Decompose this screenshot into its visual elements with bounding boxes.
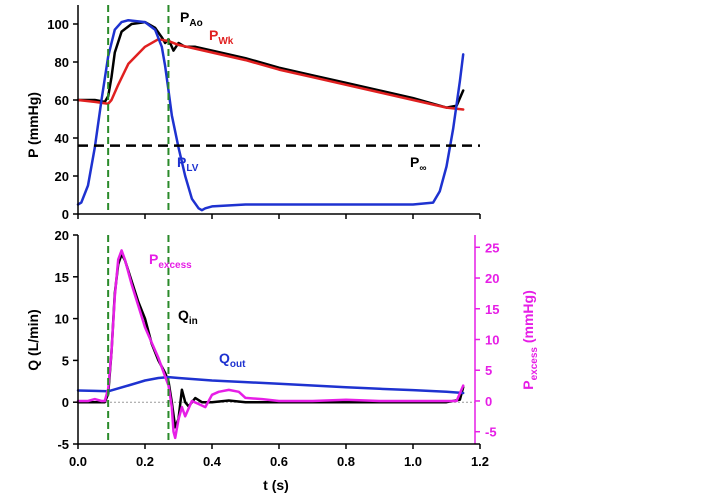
flow-ytick-label: 5 xyxy=(62,353,69,368)
flow-y2tick-label: 5 xyxy=(485,363,492,378)
label-q-out: Qout xyxy=(219,350,246,370)
flow-xtick-label: 1.2 xyxy=(471,454,489,469)
pexcess-y-label: Pexcess (mmHg) xyxy=(520,290,540,390)
pressure-series-p-lv xyxy=(76,18,465,212)
pressure-y-label: P (mmHg) xyxy=(25,92,41,158)
pressure-x-ticks xyxy=(77,214,481,219)
flow-y2tick-label: 0 xyxy=(485,394,492,409)
label-q-in: Qin xyxy=(178,307,198,327)
label-p-ao: PAo xyxy=(180,9,203,29)
label-p-lv: PLV xyxy=(177,154,199,174)
flow-y2tick-label: 15 xyxy=(485,302,499,317)
pressure-series-p-ao xyxy=(76,20,465,109)
flow-xtick-label: 1.0 xyxy=(404,454,422,469)
flow-xtick-label: 0.6 xyxy=(270,454,288,469)
flow-y-label: Q (L/min) xyxy=(25,309,41,370)
flow-xtick-label: 0.8 xyxy=(337,454,355,469)
label-p-infinity: P∞ xyxy=(410,154,426,174)
flow-y2tick-label: 10 xyxy=(485,333,499,348)
flow-xtick-label: 0.0 xyxy=(69,454,87,469)
pressure-panel: 0 20 40 60 80 100 P (mmHg) PAo PWk PLV P∞ xyxy=(25,5,481,222)
pressure-ytick-label: 60 xyxy=(55,93,69,108)
flow-xtick-label: 0.2 xyxy=(136,454,154,469)
flow-y2tick-label: 20 xyxy=(485,271,499,286)
pressure-ytick-label: 20 xyxy=(55,169,69,184)
label-p-excess: Pexcess xyxy=(149,251,192,271)
pexcess-y-ticks: -5 0 5 10 15 20 25 xyxy=(475,240,499,440)
flow-ytick-label: 10 xyxy=(55,312,69,327)
flow-plot-area xyxy=(76,235,475,444)
pressure-ytick-label: 40 xyxy=(55,131,69,146)
flow-ytick-label: 20 xyxy=(55,228,69,243)
pressure-y-ticks: 0 20 40 60 80 100 xyxy=(47,17,78,222)
flow-y-ticks: -5 0 5 10 15 20 xyxy=(55,228,78,452)
flow-series-q-out xyxy=(76,375,465,395)
flow-xtick-label: 0.4 xyxy=(203,454,222,469)
time-x-ticks: 0.0 0.2 0.4 0.6 0.8 1.0 1.2 xyxy=(69,444,489,469)
pressure-plot-area xyxy=(76,5,480,214)
flow-ytick-label: 0 xyxy=(62,395,69,410)
pressure-ytick-label: 100 xyxy=(47,17,69,32)
flow-ytick-label: 15 xyxy=(55,270,69,285)
time-x-label: t (s) xyxy=(263,477,289,493)
flow-y2tick-label: 25 xyxy=(485,240,499,255)
flow-y2tick-label: -5 xyxy=(485,425,497,440)
label-p-wk: PWk xyxy=(209,27,234,47)
flow-panel: -5 0 5 10 15 20 -5 0 5 10 15 20 25 0.0 0.2 0.4 0.6 0.8 1… xyxy=(25,228,540,493)
flow-series-p-excess xyxy=(76,249,465,440)
flow-ytick-label: -5 xyxy=(57,437,69,452)
pressure-ytick-label: 80 xyxy=(55,55,69,70)
pressure-series-p-wk xyxy=(76,37,465,111)
pressure-ytick-label: 0 xyxy=(62,207,69,222)
